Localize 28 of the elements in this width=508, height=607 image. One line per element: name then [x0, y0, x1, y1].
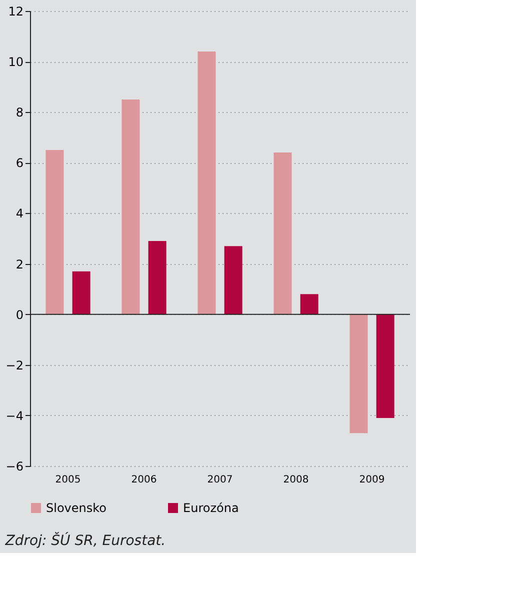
y-tick-label: −2 — [6, 358, 24, 372]
bar — [46, 150, 64, 314]
legend-label: Eurozóna — [183, 501, 239, 515]
y-tick-label: 8 — [16, 106, 24, 120]
bar — [300, 294, 318, 314]
x-tick-label: 2005 — [55, 474, 81, 486]
text: Zdroj: ŠÚ SR, Eurostat. — [4, 532, 166, 549]
bar — [198, 51, 216, 314]
y-tick-label: −6 — [6, 460, 24, 474]
y-tick-label: 4 — [16, 206, 24, 221]
x-tick-label: 2008 — [283, 474, 309, 486]
bar — [122, 99, 140, 314]
bar — [72, 271, 90, 314]
bar — [148, 241, 166, 314]
y-tick-label: 0 — [16, 308, 24, 322]
y-tick-label: 12 — [8, 4, 24, 18]
y-tick-label: 6 — [16, 156, 24, 170]
x-tick-label: 2007 — [207, 474, 233, 486]
bar — [376, 314, 394, 418]
y-tick-label: −4 — [6, 408, 24, 423]
x-tick-label: 2009 — [359, 474, 385, 486]
bar — [224, 246, 242, 314]
x-tick-label: 2006 — [131, 474, 157, 486]
y-tick-label: 2 — [16, 257, 24, 272]
y-tick-label: 10 — [8, 55, 24, 70]
legend-label: Slovensko — [46, 501, 106, 515]
bar — [350, 314, 368, 434]
bar — [274, 152, 292, 314]
